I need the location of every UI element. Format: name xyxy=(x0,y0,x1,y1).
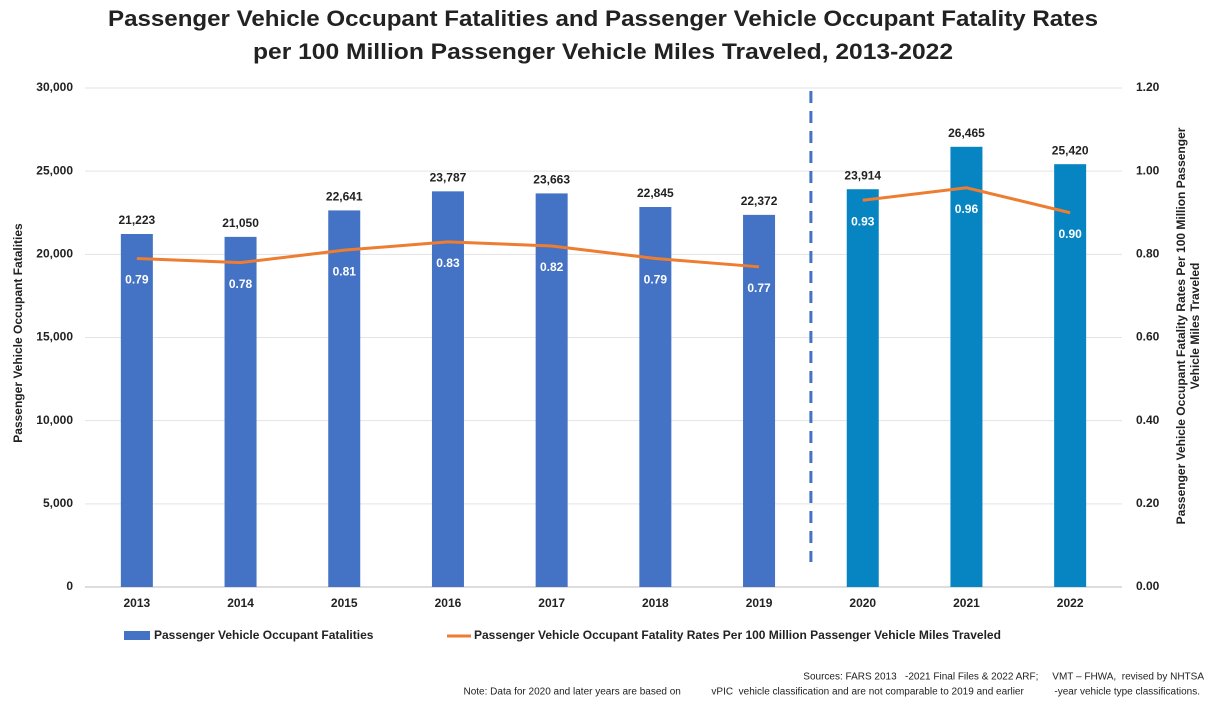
chart-title: Passenger Vehicle Occupant Fatalities an… xyxy=(108,6,1098,31)
bar-value-label: 21,223 xyxy=(118,213,155,227)
line-value-label: 0.93 xyxy=(851,214,875,228)
y2-axis-title: Passenger Vehicle Occupant Fatality Rate… xyxy=(1174,127,1188,524)
y-tick-label: 5,000 xyxy=(43,496,73,510)
x-tick-label: 2016 xyxy=(435,596,462,610)
line xyxy=(862,186,1071,215)
bar-value-label: 23,787 xyxy=(430,171,467,185)
bar-value-label: 26,465 xyxy=(948,126,985,140)
y-tick-label: 20,000 xyxy=(36,247,73,261)
x-tick-label: 2014 xyxy=(227,596,254,610)
line xyxy=(136,240,760,269)
y2-tick-label: 0.00 xyxy=(1136,579,1160,593)
bar-value-label: 23,663 xyxy=(533,173,570,187)
bar xyxy=(950,146,983,587)
bar xyxy=(328,210,361,587)
y-axis-title: Passenger Vehicle Occupant Fatalities xyxy=(11,223,25,443)
y2-tick-label: 0.20 xyxy=(1136,496,1160,510)
y-tick-label: 0 xyxy=(66,579,73,593)
line-value-label: 0.79 xyxy=(644,273,668,287)
x-tick-label: 2013 xyxy=(123,596,150,610)
legend-label: Passenger Vehicle Occupant Fatality Rate… xyxy=(474,628,1001,642)
line-value-label: 0.82 xyxy=(540,260,564,274)
bar-value-label: 22,372 xyxy=(741,194,778,208)
y2-tick-label: 0.40 xyxy=(1136,413,1160,427)
bar xyxy=(743,214,776,587)
y-tick-label: 25,000 xyxy=(36,163,73,177)
y2-tick-label: 1.00 xyxy=(1136,163,1160,177)
x-tick-label: 2021 xyxy=(953,596,980,610)
y2-tick-label: 0.80 xyxy=(1136,247,1160,261)
bar xyxy=(535,193,568,587)
bar-value-label: 25,420 xyxy=(1052,143,1089,157)
legend-label: Passenger Vehicle Occupant Fatalities xyxy=(154,628,374,642)
x-tick-label: 2022 xyxy=(1057,596,1084,610)
line-value-label: 0.78 xyxy=(229,277,253,291)
x-tick-label: 2017 xyxy=(538,596,565,610)
line-value-label: 0.81 xyxy=(333,264,357,278)
x-tick-label: 2015 xyxy=(331,596,358,610)
bar xyxy=(639,207,672,587)
y2-tick-label: 1.20 xyxy=(1136,80,1160,94)
x-tick-label: 2020 xyxy=(849,596,876,610)
source-note: Note: Data for 2020 and later years are … xyxy=(464,687,1201,698)
y-tick-label: 15,000 xyxy=(36,330,73,344)
x-tick-label: 2019 xyxy=(746,596,773,610)
y-tick-label: 30,000 xyxy=(36,80,73,94)
chart-title: per 100 Million Passenger Vehicle Miles … xyxy=(253,39,953,64)
line-value-label: 0.77 xyxy=(747,281,771,295)
bar-value-label: 21,050 xyxy=(222,216,259,230)
bar-value-label: 22,641 xyxy=(326,190,363,204)
bar xyxy=(846,189,879,587)
line-value-label: 0.83 xyxy=(436,256,460,270)
bar-value-label: 22,845 xyxy=(637,186,674,200)
x-tick-label: 2018 xyxy=(642,596,669,610)
bar xyxy=(1054,164,1087,587)
source-note: Sources: FARS 2013 -2021 Final Files & 2… xyxy=(803,672,1204,683)
legend-swatch xyxy=(124,631,150,640)
y2-tick-label: 0.60 xyxy=(1136,330,1160,344)
bar-value-label: 23,914 xyxy=(844,168,881,182)
line-value-label: 0.90 xyxy=(1058,227,1082,241)
line-value-label: 0.96 xyxy=(955,202,979,216)
line-value-label: 0.79 xyxy=(125,273,149,287)
bar xyxy=(431,191,464,587)
bar xyxy=(120,233,153,587)
y2-axis-title: Vehicle Miles Traveled xyxy=(1188,263,1202,390)
y-tick-label: 10,000 xyxy=(36,413,73,427)
bar xyxy=(224,236,257,587)
